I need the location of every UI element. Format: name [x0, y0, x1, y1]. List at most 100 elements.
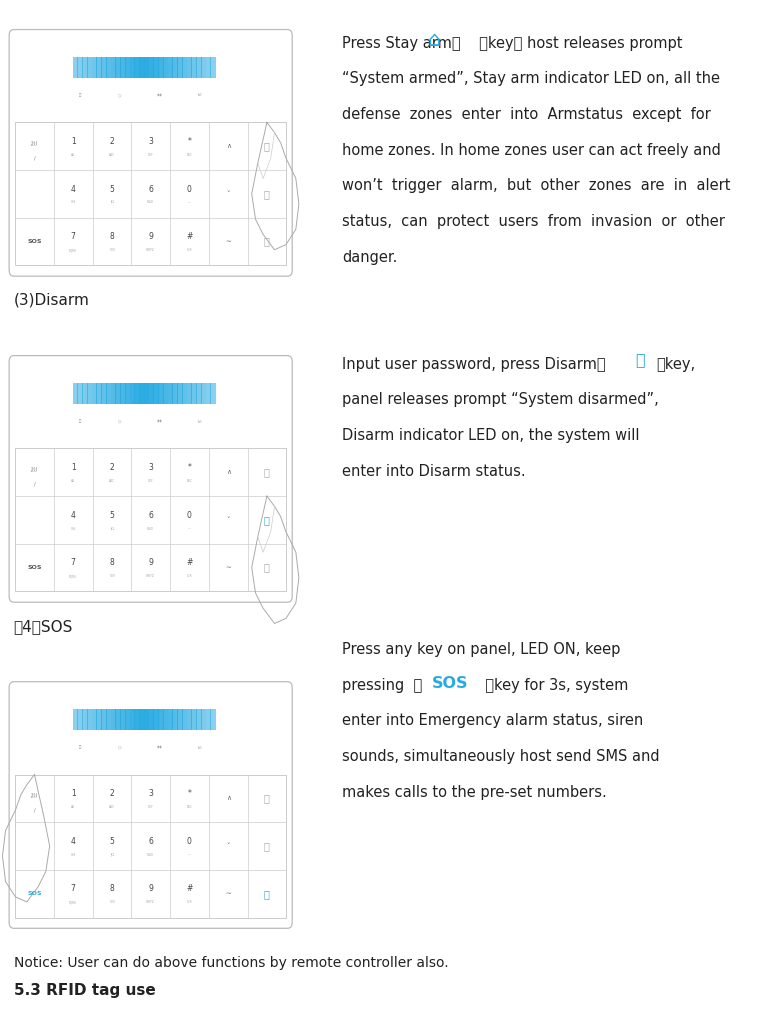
Text: PQRS: PQRS: [69, 248, 77, 252]
Text: GHI: GHI: [71, 853, 76, 857]
Bar: [186, 709, 192, 730]
Text: enter into Disarm status.: enter into Disarm status.: [342, 464, 526, 479]
Bar: [15, 774, 286, 917]
Text: 3: 3: [148, 463, 153, 472]
Text: 🏠: 🏠: [264, 889, 270, 899]
Text: 🏠: 🏠: [264, 236, 270, 247]
Bar: [163, 383, 168, 404]
Bar: [210, 383, 216, 404]
Text: 6: 6: [148, 837, 153, 846]
Text: JKL: JKL: [110, 201, 114, 205]
Text: WXYZ: WXYZ: [146, 900, 155, 904]
Bar: [186, 383, 192, 404]
Bar: [129, 383, 135, 404]
Bar: [91, 709, 97, 730]
Text: SOS: SOS: [27, 239, 42, 244]
Text: TUV: TUV: [109, 900, 115, 904]
Text: 】key,: 】key,: [656, 357, 695, 372]
Text: ◈◈: ◈◈: [157, 420, 163, 424]
Text: 🔒: 🔒: [264, 142, 270, 151]
Text: MNO: MNO: [147, 527, 154, 531]
Bar: [182, 383, 187, 404]
Text: 1: 1: [71, 137, 75, 146]
Text: ESC: ESC: [186, 479, 193, 483]
Bar: [144, 383, 149, 404]
Bar: [177, 709, 183, 730]
Bar: [120, 709, 126, 730]
Text: panel releases prompt “System disarmed”,: panel releases prompt “System disarmed”,: [342, 392, 659, 408]
Text: DEF: DEF: [148, 805, 154, 809]
Bar: [167, 709, 173, 730]
Text: 9: 9: [148, 232, 153, 242]
Bar: [87, 709, 92, 730]
Text: ılıl: ılıl: [197, 420, 202, 424]
Bar: [101, 709, 107, 730]
Text: ılıl: ılıl: [197, 94, 202, 98]
Text: 7: 7: [71, 232, 75, 242]
Bar: [144, 709, 149, 730]
Text: 1: 1: [71, 463, 75, 472]
Bar: [116, 709, 121, 730]
Text: WXYZ: WXYZ: [146, 574, 155, 578]
Bar: [82, 709, 88, 730]
Text: 6: 6: [148, 184, 153, 194]
Text: #: #: [186, 884, 193, 894]
Text: —: —: [188, 527, 191, 531]
Text: 3: 3: [148, 137, 153, 146]
Bar: [153, 709, 159, 730]
Text: pressing  【: pressing 【: [342, 678, 432, 693]
Text: makes calls to the pre-set numbers.: makes calls to the pre-set numbers.: [342, 785, 607, 800]
Bar: [116, 383, 121, 404]
Bar: [106, 709, 111, 730]
Text: 5.3 RFID tag use: 5.3 RFID tag use: [14, 983, 155, 999]
Bar: [120, 57, 126, 77]
Text: ∼: ∼: [225, 891, 231, 897]
Text: (3)Disarm: (3)Disarm: [14, 292, 90, 308]
Bar: [106, 383, 111, 404]
Text: 0: 0: [187, 184, 192, 194]
Text: WXYZ: WXYZ: [146, 248, 155, 252]
Bar: [201, 383, 206, 404]
Text: 5: 5: [110, 184, 114, 194]
Bar: [196, 709, 202, 730]
Bar: [139, 383, 145, 404]
Text: —: —: [188, 201, 191, 205]
Text: JKL: JKL: [110, 527, 114, 531]
Bar: [82, 383, 88, 404]
Text: 2: 2: [110, 789, 114, 798]
Text: sounds, simultaneously host send SMS and: sounds, simultaneously host send SMS and: [342, 749, 660, 764]
Bar: [205, 57, 211, 77]
Text: )))): )))): [30, 142, 38, 147]
Bar: [97, 57, 102, 77]
Text: Input user password, press Disarm【: Input user password, press Disarm【: [342, 357, 610, 372]
Bar: [135, 383, 140, 404]
Bar: [196, 383, 202, 404]
Text: #: #: [186, 232, 193, 242]
Text: ⏻: ⏻: [78, 94, 81, 98]
Bar: [125, 709, 130, 730]
Bar: [120, 383, 126, 404]
Bar: [139, 709, 145, 730]
Text: )))): )))): [30, 468, 38, 473]
Bar: [87, 383, 92, 404]
Text: “System armed”, Stay arm indicator LED on, all the: “System armed”, Stay arm indicator LED o…: [342, 71, 721, 87]
Bar: [110, 383, 116, 404]
Text: *: *: [187, 789, 191, 798]
Text: ESC: ESC: [186, 805, 193, 809]
Bar: [97, 709, 102, 730]
Bar: [158, 709, 164, 730]
Text: ◈◈: ◈◈: [157, 94, 163, 98]
Bar: [78, 383, 83, 404]
Text: SOS: SOS: [27, 892, 42, 896]
Bar: [72, 57, 78, 77]
Text: 4: 4: [71, 511, 75, 520]
Bar: [15, 122, 286, 265]
Text: 🔓: 🔓: [635, 353, 645, 368]
Text: *: *: [187, 137, 191, 146]
Bar: [125, 57, 130, 77]
Bar: [167, 383, 173, 404]
Bar: [191, 383, 197, 404]
Text: PQRS: PQRS: [69, 900, 77, 904]
Text: 7: 7: [71, 884, 75, 894]
Text: MNO: MNO: [147, 201, 154, 205]
